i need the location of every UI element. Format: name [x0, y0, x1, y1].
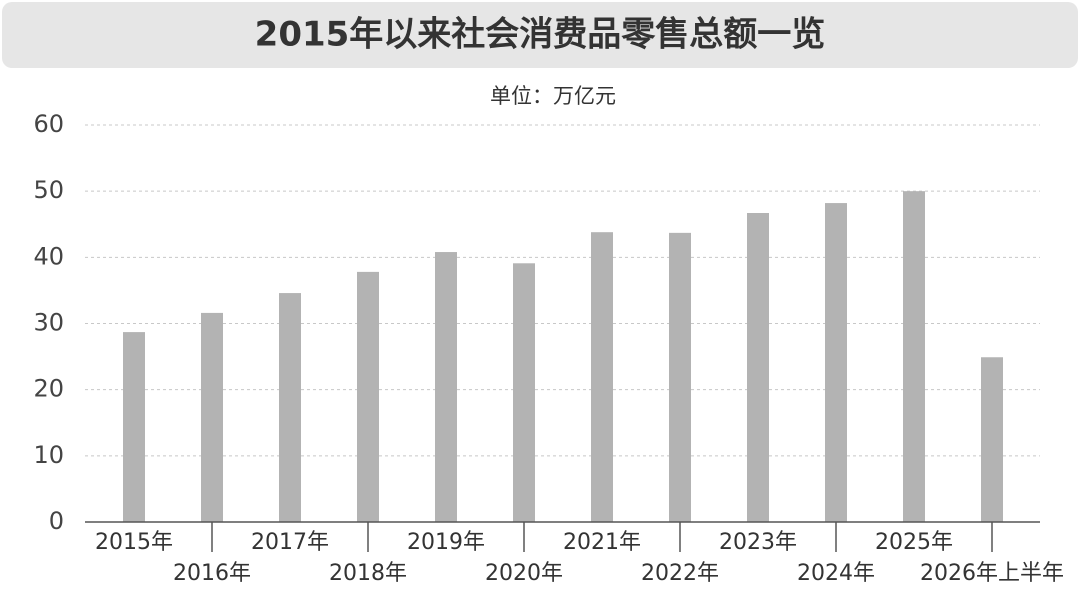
y-tick-label: 10 [33, 441, 64, 469]
x-tick-label: 2019年 [407, 530, 485, 555]
bar [903, 191, 925, 522]
x-tick-label: 2018年 [329, 561, 407, 586]
x-tick-label: 2020年 [485, 561, 563, 586]
chart-title: 2015年以来社会消费品零售总额一览 [255, 15, 826, 55]
x-tick-label: 2025年 [875, 530, 953, 555]
bar [825, 203, 847, 522]
bar [669, 232, 691, 522]
x-tick-label: 2021年 [563, 530, 641, 555]
bar [747, 213, 769, 523]
y-tick-label: 30 [33, 309, 64, 337]
y-tick-label: 0 [49, 507, 64, 535]
x-tick-label: 2017年 [251, 530, 329, 555]
title-banner [2, 2, 1078, 68]
bar [357, 271, 379, 522]
y-tick-label: 40 [33, 242, 64, 270]
bar [435, 252, 457, 523]
y-tick-label: 50 [33, 176, 64, 204]
bar [513, 263, 535, 522]
x-tick-label: 2023年 [719, 530, 797, 555]
bar [981, 357, 1003, 522]
bar [201, 312, 223, 522]
x-tick-label: 2024年 [797, 561, 875, 586]
chart-subtitle: 单位：万亿元 [490, 84, 616, 108]
bar [279, 293, 301, 522]
bar [123, 332, 145, 522]
y-tick-label: 20 [33, 375, 64, 403]
x-tick-label: 2015年 [95, 530, 173, 555]
bar [591, 232, 613, 522]
y-tick-label: 60 [33, 110, 64, 138]
x-tick-label: 2016年 [173, 561, 251, 586]
x-tick-label: 2026年上半年 [920, 561, 1064, 586]
x-tick-label: 2022年 [641, 561, 719, 586]
